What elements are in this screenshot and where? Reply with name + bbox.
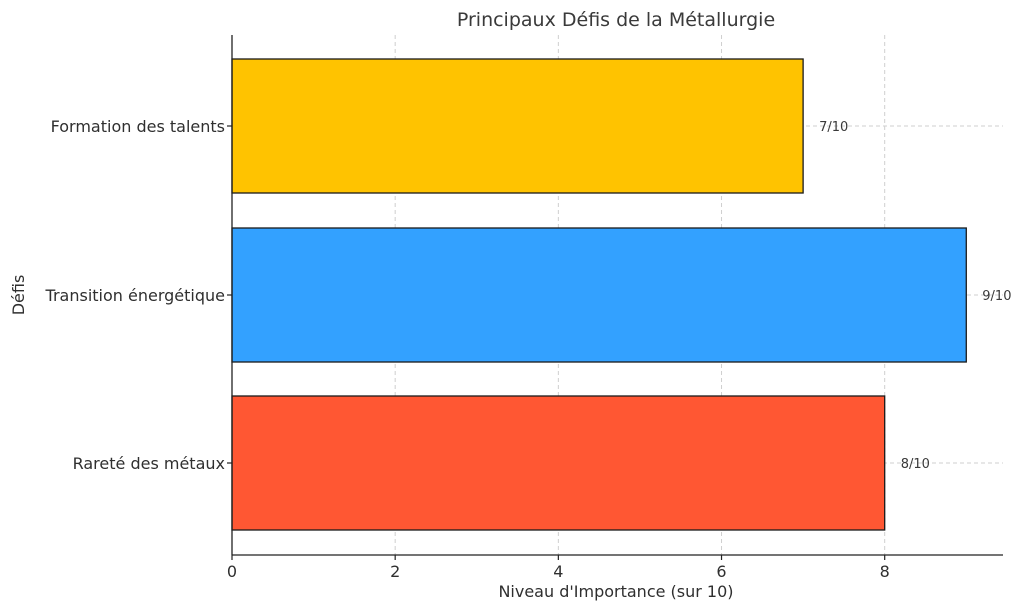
chart-title: Principaux Défis de la Métallurgie bbox=[457, 9, 775, 31]
y-tick-label: Transition énergétique bbox=[45, 286, 225, 305]
bar bbox=[231, 58, 804, 194]
x-tick-label: 2 bbox=[390, 562, 400, 581]
bar bbox=[231, 227, 967, 363]
data-label: 7/10 bbox=[819, 120, 848, 135]
y-tick-label: Formation des talents bbox=[51, 117, 225, 136]
x-axis-label: Niveau d'Importance (sur 10) bbox=[498, 582, 733, 601]
x-tick-label: 4 bbox=[553, 562, 563, 581]
y-tick-label: Rareté des métaux bbox=[73, 454, 225, 473]
x-tick-label: 0 bbox=[227, 562, 237, 581]
bar bbox=[231, 395, 886, 531]
bars bbox=[231, 58, 967, 531]
x-tick-label: 8 bbox=[880, 562, 890, 581]
x-tick-label: 6 bbox=[716, 562, 726, 581]
labels: 0 2 4 6 8 Rareté des métaux 8/10 Transition éne… bbox=[45, 117, 1012, 581]
axes bbox=[227, 35, 1003, 560]
y-axis-label: Défis bbox=[9, 275, 28, 316]
data-label: 9/10 bbox=[982, 289, 1011, 304]
data-label: 8/10 bbox=[901, 457, 930, 472]
